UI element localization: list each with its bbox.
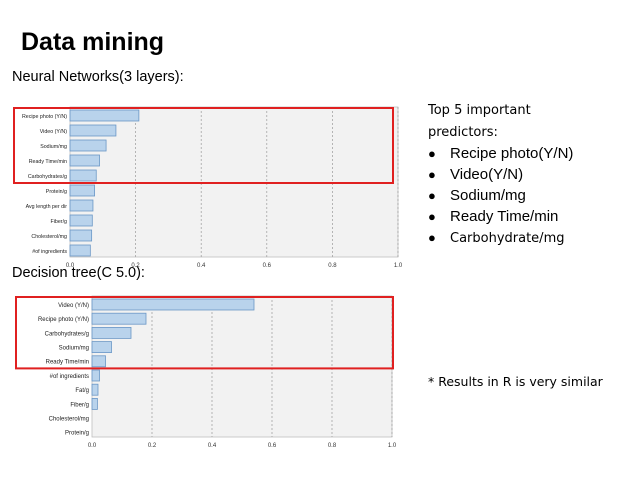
bar — [69, 229, 93, 242]
category-label: Recipe photo (Y/N) — [22, 114, 67, 120]
bar — [69, 244, 91, 257]
x-tick-label: 0.0 — [88, 443, 97, 449]
category-label: Avg length per dir — [26, 204, 68, 210]
predictor-list: ● Recipe photo(Y/N) ● Video(Y/N) ● Sodium/m… — [428, 143, 573, 248]
x-tick-label: 0.0 — [66, 263, 75, 269]
neural-network-chart: 0.0 0.2 0.4 0.6 0.8 1.0 Recipe photo (Y/N) Vide… — [13, 106, 403, 269]
bar — [91, 398, 98, 410]
category-label: Video (Y/N) — [40, 129, 68, 135]
predictor-item: ● Recipe photo(Y/N) — [428, 145, 574, 162]
x-tick-label: 0.8 — [328, 263, 337, 269]
bar — [91, 298, 255, 311]
decision-tree-chart: 0.0 0.2 0.4 0.6 0.8 1.0 Video (Y/N) Recipe phot… — [15, 295, 397, 449]
category-label: Recipe photo (Y/N) — [38, 317, 89, 323]
x-tick-label: 1.0 — [388, 443, 397, 449]
predictor-item: ● Ready Time/min — [428, 208, 559, 225]
highlight-box — [15, 296, 394, 370]
category-label: Protein/g — [65, 431, 89, 437]
bar — [69, 169, 97, 182]
x-tick-label: 1.0 — [394, 263, 403, 269]
bullet-icon: ● — [428, 230, 436, 245]
bar — [91, 312, 147, 325]
x-tick-label: 0.4 — [208, 443, 217, 449]
x-tick-label: 0.4 — [197, 263, 206, 269]
category-label: Sodium/mg — [40, 144, 67, 150]
bar — [69, 124, 117, 137]
bullet-icon: ● — [428, 188, 436, 203]
x-tick-label: 0.6 — [263, 263, 272, 269]
bar — [91, 355, 106, 368]
predictor-item: ● Carbohydrate/mg — [428, 227, 573, 248]
category-label: Sodium/mg — [59, 346, 89, 352]
bar — [69, 199, 94, 212]
category-label: #of ingredients — [32, 249, 67, 255]
category-label: Ready Time/min — [46, 360, 89, 366]
results-note: * Results in R is very similar — [428, 374, 603, 389]
category-label: Cholesterol/mg — [31, 234, 67, 240]
bullet-icon: ● — [428, 167, 436, 182]
category-label: Video (Y/N) — [58, 303, 89, 309]
category-label: Fiber/g — [51, 219, 68, 225]
bar — [91, 327, 132, 339]
category-label: Fat/g — [75, 388, 89, 394]
predictor-item: ● Video(Y/N) — [428, 166, 524, 183]
category-label: Carbohydrates/g — [45, 331, 89, 337]
predictor-item: ● Sodium/mg — [428, 187, 526, 204]
decision-tree-label: Decision tree(C 5.0): — [12, 265, 145, 281]
x-tick-label: 0.8 — [328, 443, 337, 449]
category-label: #of ingredients — [50, 374, 89, 380]
bar — [91, 383, 99, 396]
category-label: Cholesterol/mg — [49, 417, 89, 423]
bar — [69, 184, 96, 197]
category-label: Carbohydrates/g — [28, 174, 67, 180]
x-tick-label: 0.2 — [148, 443, 157, 449]
bar — [69, 139, 107, 152]
x-tick-label: 0.6 — [268, 443, 277, 449]
bullet-icon: ● — [428, 209, 436, 224]
category-label: Ready Time/min — [29, 159, 67, 165]
bar — [69, 109, 140, 122]
x-tick-label: 0.2 — [131, 263, 140, 269]
neural-network-label: Neural Networks(3 layers): — [12, 69, 184, 85]
bar — [91, 369, 100, 382]
category-label: Fiber/g — [70, 402, 89, 408]
bar — [69, 214, 93, 227]
page-title: Data mining — [21, 28, 165, 56]
bullet-icon: ● — [428, 146, 436, 161]
highlight-box — [13, 107, 394, 184]
bar — [69, 154, 100, 167]
bar — [91, 341, 112, 353]
category-label: Protein/g — [46, 189, 67, 195]
predictors-heading: Top 5 important predictors: — [428, 103, 531, 140]
